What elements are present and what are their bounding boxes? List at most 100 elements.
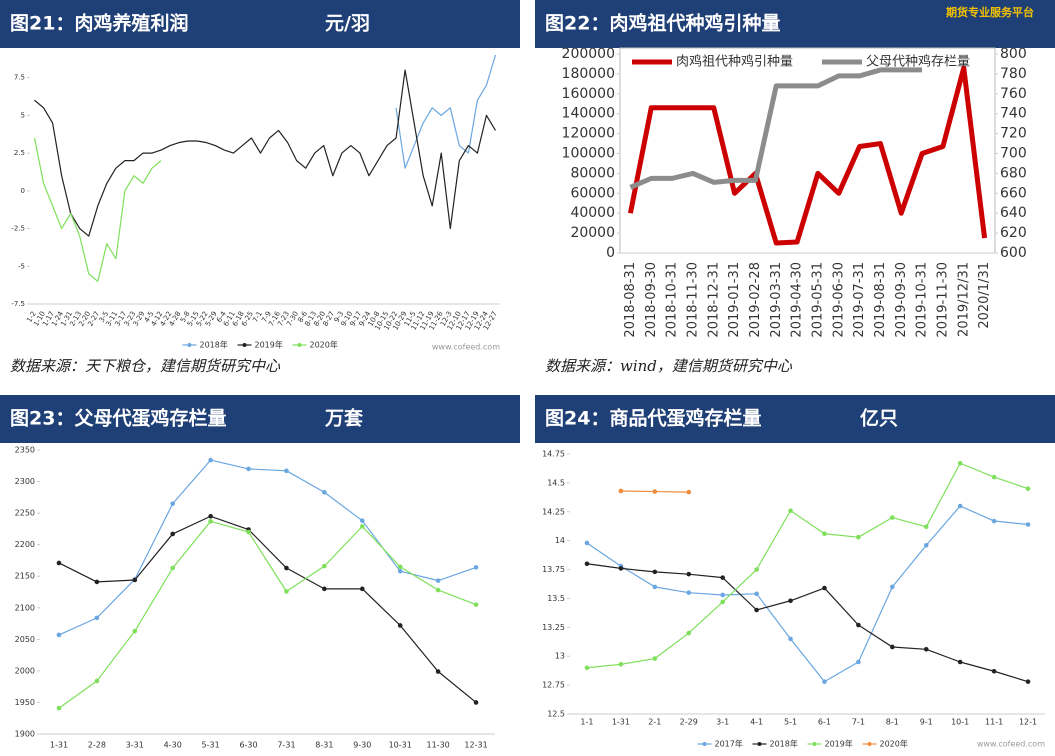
legend-dot	[297, 343, 302, 347]
point	[94, 615, 100, 621]
x-tick-label: 2018-11-30	[685, 262, 700, 338]
unit-label: 万套	[324, 407, 364, 430]
point	[397, 568, 403, 574]
point	[56, 705, 62, 711]
legend-label: 2019年	[825, 739, 853, 749]
point	[652, 569, 658, 575]
legend-dot	[867, 742, 872, 746]
point	[856, 659, 861, 665]
point	[822, 679, 827, 684]
point	[170, 531, 176, 537]
y2-tick-label: 640	[1000, 205, 1027, 221]
point	[322, 563, 327, 569]
y-tick-label: 14	[555, 536, 565, 545]
x-tick-label: 1-31	[50, 741, 68, 750]
point	[788, 636, 793, 642]
point	[208, 513, 213, 519]
source-note: 数据来源：天下粮仓，建信期货研究中心	[10, 357, 281, 375]
y-tick-label: 0	[21, 187, 25, 195]
series-line	[58, 459, 477, 636]
legend-dot	[702, 742, 707, 746]
y-tick-label: 2.5	[14, 149, 25, 157]
point	[208, 519, 213, 524]
point	[991, 668, 997, 674]
point	[822, 531, 827, 537]
y2-tick-label: 760	[1000, 86, 1027, 102]
point	[435, 669, 441, 674]
series-line	[627, 65, 988, 246]
y-tick-label: 7.5	[14, 74, 25, 82]
y-tick-label: 60000	[570, 185, 615, 201]
y2-tick-label: 740	[1000, 106, 1027, 122]
y2-tick-label: 620	[1000, 225, 1027, 241]
point	[991, 474, 997, 480]
point	[686, 590, 692, 595]
y-tick-label: 2200	[15, 540, 35, 549]
legend-label: 肉鸡祖代种鸡引种量	[676, 54, 793, 70]
x-tick-label: 2019-09-30	[894, 262, 909, 338]
x-tick-label: 2019-05-31	[810, 262, 825, 338]
x-tick-label: 2019-02-28	[748, 262, 763, 338]
point	[788, 508, 793, 513]
point	[208, 457, 213, 463]
y-tick-label: 2000	[15, 666, 35, 675]
point	[652, 656, 658, 661]
x-tick-label: 5-1	[784, 718, 797, 727]
point	[618, 488, 624, 494]
legend-label: 父母代种鸡存栏量	[866, 54, 970, 70]
point	[923, 524, 929, 530]
legend-label: 2020年	[880, 739, 908, 749]
x-tick-label: 2018-12-31	[706, 262, 721, 338]
unit-label: 元/羽	[325, 13, 370, 35]
x-tick-label: 2019-04-30	[790, 262, 805, 338]
x-tick-label: 8-1	[886, 718, 899, 727]
x-tick-label: 5-31	[202, 741, 220, 750]
y-tick-label: 200000	[562, 46, 615, 62]
point	[397, 564, 403, 570]
y-tick-label: 180000	[562, 66, 615, 82]
chart-title: 图22：肉鸡祖代种鸡引种量	[545, 12, 780, 35]
point	[246, 529, 251, 535]
x-tick-label: 2018-09-30	[644, 262, 659, 338]
x-tick-label: 10-1	[951, 718, 969, 727]
point	[1025, 486, 1031, 491]
point	[473, 700, 479, 705]
point	[788, 598, 793, 604]
y-tick-label: 13	[555, 652, 565, 661]
point	[720, 599, 725, 605]
point	[1025, 522, 1031, 527]
y-tick-label: 160000	[562, 86, 615, 102]
y-tick-label: -7.5	[11, 300, 25, 308]
point	[652, 584, 658, 590]
point	[284, 565, 289, 571]
series-line	[586, 462, 1029, 669]
y-tick-label: 2050	[15, 635, 35, 644]
point	[856, 622, 861, 628]
x-tick-label: 8-31	[315, 741, 333, 750]
point	[322, 489, 327, 495]
x-tick-label: 3-31	[126, 741, 144, 750]
x-tick-label: 2019-10-31	[915, 262, 930, 338]
y2-tick-label: 720	[1000, 126, 1027, 142]
point	[754, 607, 759, 613]
point	[132, 628, 138, 634]
series-line	[33, 137, 162, 282]
point	[890, 644, 895, 650]
point	[170, 565, 176, 571]
y-tick-label: 140000	[562, 106, 615, 122]
point	[754, 567, 759, 572]
point	[584, 540, 590, 546]
series-line	[34, 69, 496, 237]
y-tick-label: 2350	[15, 446, 35, 455]
series-line	[629, 67, 923, 190]
header-bar	[535, 395, 1055, 443]
header-bar	[535, 0, 1055, 48]
y2-tick-label: 600	[1000, 245, 1027, 261]
point	[246, 466, 251, 472]
x-tick-label: 9-30	[353, 741, 371, 750]
point	[397, 623, 403, 628]
credit: www.cofeed.com	[432, 343, 500, 352]
x-tick-label: 6-1	[818, 718, 831, 727]
series-line	[395, 54, 497, 169]
point	[284, 589, 289, 594]
